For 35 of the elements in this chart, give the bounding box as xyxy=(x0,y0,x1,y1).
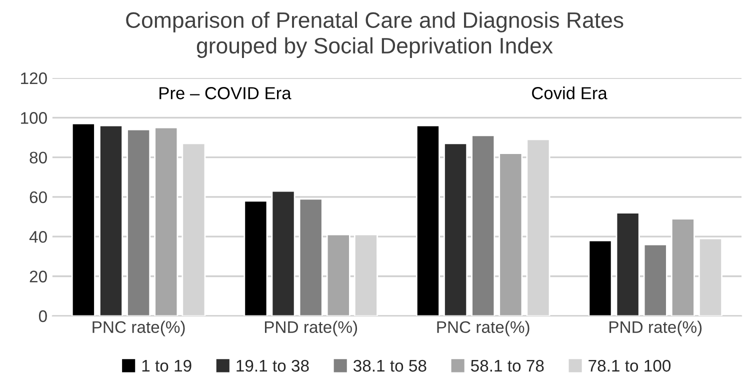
bar xyxy=(99,124,123,316)
annotation: Pre – COVID Era xyxy=(160,87,292,100)
x-tick-label: PNC rate(%) xyxy=(92,320,185,336)
x-tick-label: PND rate(%) xyxy=(610,320,702,336)
bar xyxy=(616,212,640,316)
y-tick-label: 60 xyxy=(30,191,47,204)
y-tick-label: 80 xyxy=(30,152,47,164)
annotation: Covid Era xyxy=(532,86,608,100)
legend-label: 58.1 to 78 xyxy=(470,360,544,372)
bar xyxy=(444,142,468,316)
x-tick-label: PNC rate(%) xyxy=(437,320,530,336)
bar xyxy=(126,128,151,316)
bar xyxy=(71,122,96,316)
bar xyxy=(498,152,523,316)
legend-label: 38.1 to 58 xyxy=(353,360,426,372)
x-tick-label: PND rate(%) xyxy=(264,320,358,336)
legend-label: 19.1 to 38 xyxy=(236,360,309,372)
y-tick-label: 40 xyxy=(29,231,47,243)
y-tick-label: 20 xyxy=(30,270,47,282)
y-tick-label: 100 xyxy=(21,112,47,124)
bar xyxy=(416,124,440,316)
bar xyxy=(271,190,296,316)
bar xyxy=(588,240,612,316)
bar xyxy=(298,198,323,316)
bar xyxy=(471,134,496,316)
bar xyxy=(643,244,668,316)
y-tick-label: 0 xyxy=(38,310,47,322)
bar xyxy=(326,234,350,316)
chart-title: Comparison of Prenatal Care and Diagnosis Rates grouped by Social Deprivation Index xyxy=(126,12,624,58)
legend-label: 1 to 19 xyxy=(142,360,192,372)
legend-label: 78.1 to 100 xyxy=(588,360,671,372)
bar xyxy=(670,218,695,316)
bar xyxy=(154,126,178,316)
y-tick-label: 120 xyxy=(21,72,47,84)
bar xyxy=(244,200,268,316)
